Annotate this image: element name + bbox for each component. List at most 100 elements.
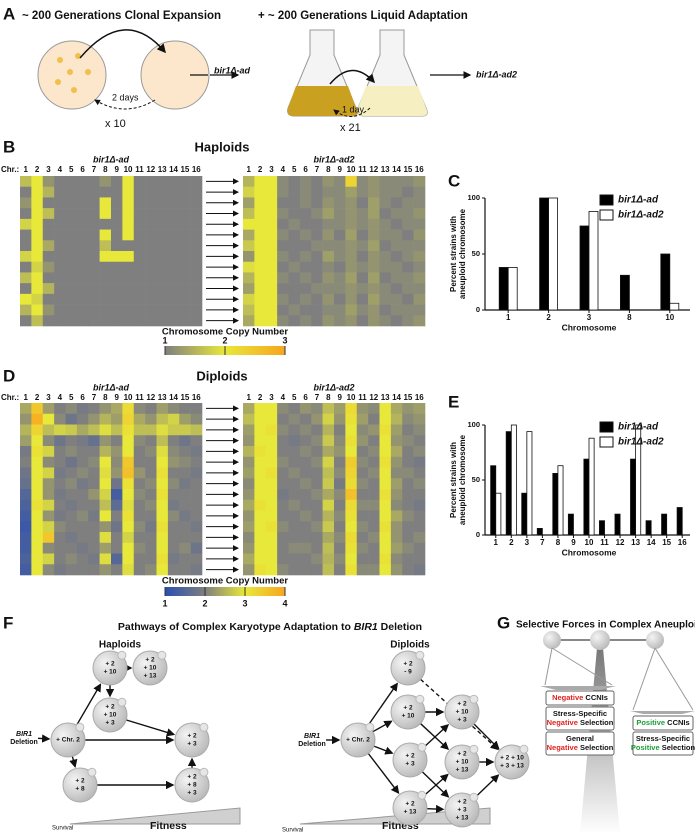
heatmap-cell (368, 435, 380, 447)
heatmap-cell (20, 521, 32, 533)
heatmap-cell (133, 413, 146, 425)
heatmap-cell (277, 510, 289, 522)
heatmap-cell (156, 446, 169, 458)
heatmap-cell (288, 521, 301, 533)
heatmap-cell (145, 542, 157, 554)
heatmap-cell (413, 315, 426, 327)
column-label: 11 (358, 393, 367, 402)
heatmap-cell (20, 293, 32, 305)
heatmap-cell (88, 489, 100, 501)
heatmap-cell (133, 218, 146, 230)
heatmap-cell (254, 272, 267, 284)
heatmap-cell (88, 542, 100, 554)
heatmap-cell (145, 499, 157, 511)
column-label: 9 (114, 393, 119, 402)
heatmap-cell (111, 229, 123, 241)
heatmap-cell (156, 208, 169, 220)
heatmap-cell (413, 261, 426, 273)
heatmap-cell (20, 499, 32, 511)
heatmap-cell (299, 467, 312, 479)
heatmap-cell (356, 283, 369, 295)
heatmap-cell (265, 413, 278, 425)
heatmap-cell (356, 403, 369, 415)
heatmap-cell (322, 413, 335, 425)
heatmap-cell (243, 478, 255, 490)
heatmap-cell (288, 478, 301, 490)
y-tick-label: 0 (476, 305, 480, 314)
heatmap-cell (20, 176, 32, 188)
heatmap-cell (179, 424, 191, 436)
strain-name: bir1Δ-ad (93, 154, 130, 164)
heatmap-cell (65, 403, 78, 415)
heatmap-cell (254, 176, 267, 188)
heatmap-cell (88, 564, 100, 576)
heatmap-cell (42, 478, 55, 490)
heatmap-cell (88, 456, 100, 468)
column-label: 10 (124, 165, 133, 174)
heatmap-cell (379, 197, 392, 209)
node-label: + 10 (456, 759, 469, 766)
node-label: + 3 + 13 (500, 763, 524, 770)
heatmap-cell (20, 467, 32, 479)
column-label: 13 (158, 393, 167, 402)
heatmap-cell (402, 521, 414, 533)
heatmap-cell (322, 424, 335, 436)
panel-letter: E (448, 392, 459, 411)
heatmap-cell (42, 467, 55, 479)
heatmap-cell (65, 435, 78, 447)
heatmap-cell (133, 542, 146, 554)
heatmap-cell (190, 403, 203, 415)
column-label: 3 (269, 393, 274, 402)
heatmap-cell (20, 403, 32, 415)
node-label: + 2 (145, 657, 155, 664)
column-label: 2 (258, 165, 263, 174)
x-tick-label: 3 (587, 313, 592, 322)
bar (505, 431, 512, 536)
heatmap-cell (76, 542, 89, 554)
legend-swatch (599, 436, 614, 448)
heatmap-cell (243, 283, 255, 295)
heatmap-cell (179, 272, 191, 284)
heatmap-cell (299, 261, 312, 273)
heatmap-cell (379, 553, 392, 565)
heatmap-cell (145, 467, 157, 479)
heatmap-cell (167, 261, 180, 273)
bar (660, 253, 671, 311)
heatmap-cell (311, 424, 323, 436)
heatmap-cell (42, 261, 55, 273)
heatmap-cell (99, 510, 112, 522)
y-axis-label-line: Percent strains with (449, 442, 458, 518)
strain-name: bir1Δ-ad2 (313, 382, 354, 392)
heatmap-cell (379, 261, 392, 273)
heatmap-cell (179, 553, 191, 565)
heatmap-cell (265, 478, 278, 490)
column-label: 12 (146, 393, 155, 402)
heatmap-cell (156, 218, 169, 230)
heatmap-cell (322, 176, 335, 188)
heatmap-cell (156, 510, 169, 522)
y-axis-label: Percent strains withaneuploid chromosome (449, 434, 467, 525)
node-label: + 2 (187, 774, 197, 781)
heatmap-cell (111, 532, 123, 544)
heatmap-cell (265, 208, 278, 220)
heatmap-cell (243, 435, 255, 447)
bar (599, 520, 605, 536)
heatmap-cell (167, 446, 180, 458)
heatmap-cell (190, 424, 203, 436)
column-label: 4 (58, 165, 63, 174)
heatmap-cell (390, 251, 403, 263)
heatmap-cell (31, 176, 44, 188)
heatmap-cell (31, 467, 44, 479)
heatmap-cell (345, 261, 358, 273)
heatmap-cell (277, 251, 289, 263)
heatmap-cell (390, 478, 403, 490)
pathway-arrow (373, 745, 394, 755)
force-label: Stress-Specific (636, 734, 690, 743)
heatmap-cell (402, 229, 414, 241)
heatmap-cell (99, 218, 112, 230)
column-label: 8 (326, 393, 331, 402)
legend-label: bir1Δ-ad2 (618, 437, 664, 448)
heatmap-cell (179, 532, 191, 544)
heatmap-cell (156, 553, 169, 565)
heatmap-cell (390, 304, 403, 316)
